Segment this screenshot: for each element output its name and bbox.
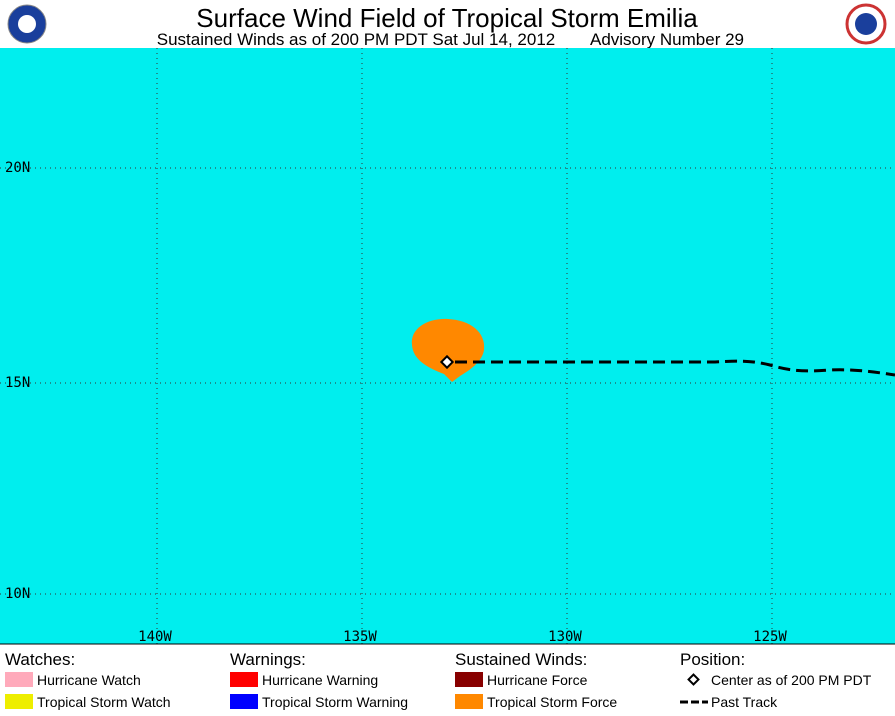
swatch <box>455 672 483 687</box>
storm-center <box>439 354 455 370</box>
swatch <box>5 672 33 687</box>
legend-item: Tropical Storm Warning <box>262 694 408 710</box>
lat-label: 15N <box>5 375 30 391</box>
past-track <box>455 359 895 377</box>
swatch <box>455 694 483 709</box>
legend-item: Tropical Storm Force <box>487 694 617 710</box>
legend-item: Hurricane Force <box>487 672 588 688</box>
lat-label: 20N <box>5 160 30 176</box>
legend-item: Past Track <box>711 694 778 710</box>
legend-title: Warnings: <box>230 650 306 669</box>
swatch <box>230 672 258 687</box>
legend-title: Sustained Winds: <box>455 650 587 669</box>
lon-label: 140W <box>138 629 172 645</box>
legend-item: Hurricane Watch <box>37 672 141 688</box>
legend-item: Hurricane Warning <box>262 672 378 688</box>
lat-label: 10N <box>5 586 30 602</box>
legend-title: Watches: <box>5 650 75 669</box>
graticule <box>0 48 895 644</box>
lon-label: 130W <box>548 629 582 645</box>
advisory: Advisory Number 29 <box>590 30 744 49</box>
legend-item: Center as of 200 PM PDT <box>711 672 872 688</box>
tropical-storm-wind-field <box>411 318 485 382</box>
title: Surface Wind Field of Tropical Storm Emi… <box>196 3 698 33</box>
subtitle: Sustained Winds as of 200 PM PDT Sat Jul… <box>157 30 555 49</box>
nws-logo-inner <box>855 13 877 35</box>
legend-title: Position: <box>680 650 745 669</box>
center-icon <box>687 673 700 686</box>
swatch <box>230 694 258 709</box>
noaa-logo-inner <box>18 15 36 33</box>
lon-label: 135W <box>343 629 377 645</box>
swatch <box>5 694 33 709</box>
legend-item: Tropical Storm Watch <box>37 694 171 710</box>
lon-label: 125W <box>753 629 787 645</box>
